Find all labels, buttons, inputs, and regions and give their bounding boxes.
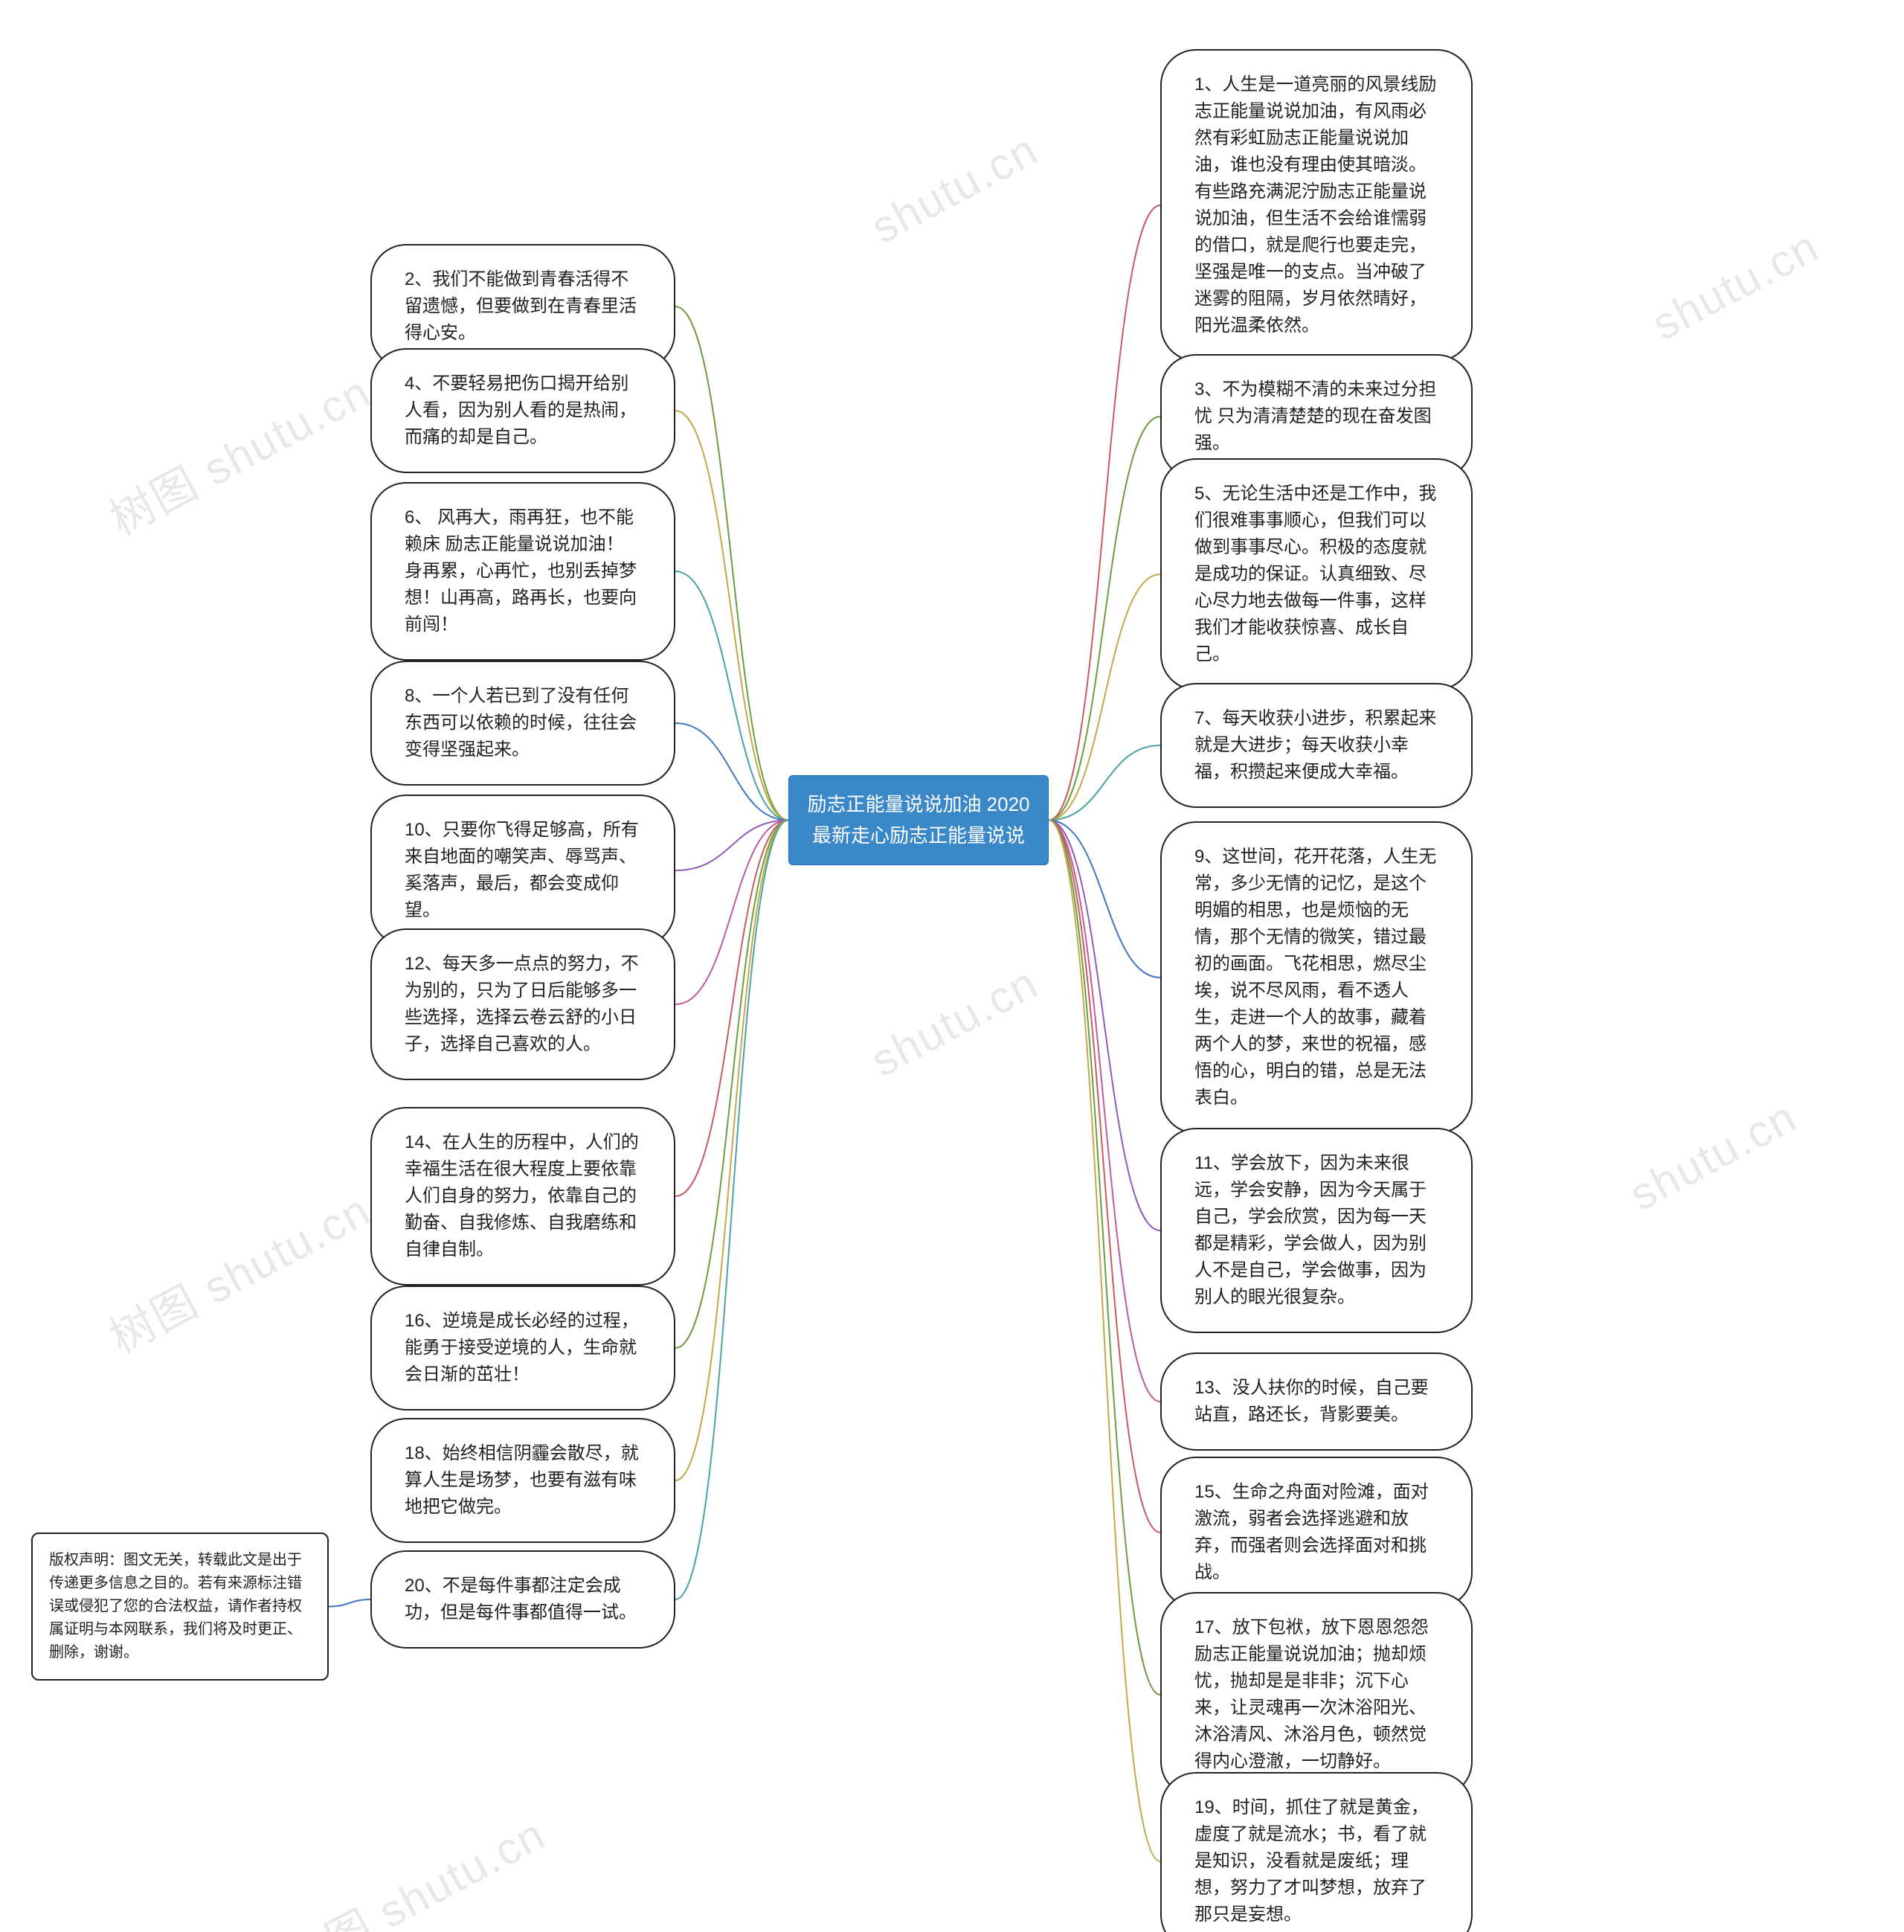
leaf-text: 20、不是每件事都注定会成功，但是每件事都值得一试。 bbox=[405, 1576, 637, 1623]
mindmap-canvas: 树图 shutu.cn shutu.cn shutu.cn 树图 shutu.cn sh… bbox=[0, 0, 1904, 1932]
watermark: 树图 shutu.cn bbox=[97, 356, 380, 548]
leaf-node-n11: 11、学会放下，因为未来很远，学会安静，因为今天属于自己，学会欣赏，因为每一天都… bbox=[1160, 1128, 1473, 1333]
leaf-text: 9、这世间，花开花落，人生无常，多少无情的记忆，是这个明媚的相思，也是烦恼的无情… bbox=[1194, 847, 1436, 1108]
leaf-text: 18、始终相信阴霾会散尽，就算人生是场梦，也要有滋有味地把它做完。 bbox=[405, 1443, 639, 1517]
watermark: 图 shutu.cn bbox=[312, 1799, 555, 1932]
leaf-text: 10、只要你飞得足够高，所有来自地面的嘲笑声、辱骂声、奚落声，最后，都会变成仰望… bbox=[405, 820, 639, 920]
leaf-node-n14: 14、在人生的历程中，人们的幸福生活在很大程度上要依靠人们自身的努力，依靠自己的… bbox=[370, 1107, 675, 1286]
leaf-node-n18: 18、始终相信阴霾会散尽，就算人生是场梦，也要有滋有味地把它做完。 bbox=[370, 1418, 675, 1543]
leaf-node-n4: 4、不要轻易把伤口揭开给别人看，因为别人看的是热闹，而痛的却是自己。 bbox=[370, 348, 675, 473]
leaf-text: 11、学会放下，因为未来很远，学会安静，因为今天属于自己，学会欣赏，因为每一天都… bbox=[1194, 1153, 1427, 1307]
leaf-text: 16、逆境是成长必经的过程，能勇于接受逆境的人，生命就会日渐的茁壮！ bbox=[405, 1311, 639, 1384]
leaf-node-n13: 13、没人扶你的时候，自己要站直，路还长，背影要美。 bbox=[1160, 1352, 1473, 1451]
watermark: shutu.cn bbox=[1621, 1091, 1805, 1221]
leaf-text: 8、一个人若已到了没有任何东西可以依赖的时候，往往会变得坚强起来。 bbox=[405, 686, 637, 760]
watermark: 图 bbox=[1, 1928, 73, 1932]
leaf-node-n16: 16、逆境是成长必经的过程，能勇于接受逆境的人，生命就会日渐的茁壮！ bbox=[370, 1286, 675, 1411]
leaf-text: 13、没人扶你的时候，自己要站直，路还长，背影要美。 bbox=[1194, 1378, 1429, 1425]
leaf-node-n6: 6、 风再大，雨再狂，也不能赖床 励志正能量说说加油！身再累，心再忙，也别丢掉梦… bbox=[370, 482, 675, 661]
leaf-text: 2、我们不能做到青春活得不留遗憾，但要做到在青春里活得心安。 bbox=[405, 269, 637, 343]
leaf-text: 15、生命之舟面对险滩，面对激流，弱者会选择逃避和放弃，而强者则会选择面对和挑战… bbox=[1194, 1482, 1429, 1582]
leaf-node-n7: 7、每天收获小进步，积累起来就是大进步；每天收获小幸福，积攒起来便成大幸福。 bbox=[1160, 683, 1473, 808]
leaf-node-n10: 10、只要你飞得足够高，所有来自地面的嘲笑声、辱骂声、奚落声，最后，都会变成仰望… bbox=[370, 795, 675, 946]
copyright-note: 版权声明：图文无关，转载此文是出于传递更多信息之目的。若有来源标注错误或侵犯了您… bbox=[31, 1533, 329, 1681]
leaf-text: 7、每天收获小进步，积累起来就是大进步；每天收获小幸福，积攒起来便成大幸福。 bbox=[1194, 708, 1436, 782]
leaf-text: 3、不为模糊不清的未来过分担忧 只为清清楚楚的现在奋发图强。 bbox=[1194, 379, 1436, 453]
leaf-node-n19: 19、时间，抓住了就是黄金，虚度了就是流水；书，看了就是知识，没看就是废纸；理想… bbox=[1160, 1772, 1473, 1932]
watermark: shutu.cn bbox=[1644, 220, 1827, 350]
leaf-text: 5、无论生活中还是工作中，我们很难事事顺心，但我们可以做到事事尽心。积极的态度就… bbox=[1194, 484, 1436, 664]
leaf-text: 19、时间，抓住了就是黄金，虚度了就是流水；书，看了就是知识，没看就是废纸；理想… bbox=[1194, 1797, 1429, 1925]
center-title-line1: 励志正能量说说加油 2020 bbox=[805, 789, 1032, 821]
leaf-node-n17: 17、放下包袱，放下恩恩怨怨励志正能量说说加油；抛却烦忧，抛却是是非非；沉下心来… bbox=[1160, 1592, 1473, 1797]
leaf-node-n15: 15、生命之舟面对险滩，面对激流，弱者会选择逃避和放弃，而强者则会选择面对和挑战… bbox=[1160, 1457, 1473, 1608]
leaf-text: 1、人生是一道亮丽的风景线励志正能量说说加油，有风雨必然有彩虹励志正能量说说加油… bbox=[1194, 74, 1436, 336]
leaf-text: 4、不要轻易把伤口揭开给别人看，因为别人看的是热闹，而痛的却是自己。 bbox=[405, 373, 637, 447]
watermark: shutu.cn bbox=[863, 957, 1046, 1087]
leaf-node-n20: 20、不是每件事都注定会成功，但是每件事都值得一试。 bbox=[370, 1550, 675, 1649]
watermark: shutu.cn bbox=[863, 123, 1046, 254]
leaf-text: 6、 风再大，雨再狂，也不能赖床 励志正能量说说加油！身再累，心再忙，也别丢掉梦… bbox=[405, 507, 637, 635]
leaf-text: 17、放下包袱，放下恩恩怨怨励志正能量说说加油；抛却烦忧，抛却是是非非；沉下心来… bbox=[1194, 1617, 1429, 1771]
watermark: 树图 shutu.cn bbox=[97, 1175, 380, 1367]
leaf-node-n9: 9、这世间，花开花落，人生无常，多少无情的记忆，是这个明媚的相思，也是烦恼的无情… bbox=[1160, 821, 1473, 1134]
center-title-line2: 最新走心励志正能量说说 bbox=[805, 821, 1032, 852]
leaf-node-n12: 12、每天多一点点的努力，不为别的，只为了日后能够多一些选择，选择云卷云舒的小日… bbox=[370, 928, 675, 1080]
leaf-text: 12、每天多一点点的努力，不为别的，只为了日后能够多一些选择，选择云卷云舒的小日… bbox=[405, 954, 639, 1054]
leaf-node-n5: 5、无论生活中还是工作中，我们很难事事顺心，但我们可以做到事事尽心。积极的态度就… bbox=[1160, 458, 1473, 690]
copyright-text: 版权声明：图文无关，转载此文是出于传递更多信息之目的。若有来源标注错误或侵犯了您… bbox=[49, 1552, 302, 1660]
leaf-node-n8: 8、一个人若已到了没有任何东西可以依赖的时候，往往会变得坚强起来。 bbox=[370, 661, 675, 786]
leaf-node-n1: 1、人生是一道亮丽的风景线励志正能量说说加油，有风雨必然有彩虹励志正能量说说加油… bbox=[1160, 49, 1473, 362]
center-node: 励志正能量说说加油 2020最新走心励志正能量说说 bbox=[788, 775, 1049, 865]
leaf-text: 14、在人生的历程中，人们的幸福生活在很大程度上要依靠人们自身的努力，依靠自己的… bbox=[405, 1132, 639, 1259]
